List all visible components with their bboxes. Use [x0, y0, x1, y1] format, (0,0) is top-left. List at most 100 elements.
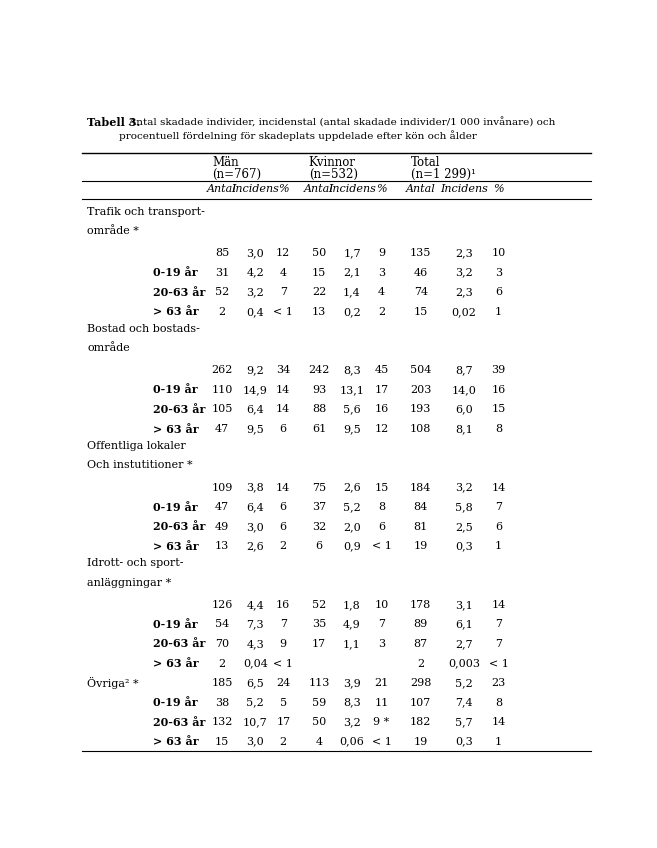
- Text: 3: 3: [378, 268, 385, 277]
- Text: 0,9: 0,9: [343, 541, 361, 551]
- Text: > 63 år: > 63 år: [154, 736, 199, 747]
- Text: 50: 50: [312, 717, 326, 727]
- Text: 0,4: 0,4: [246, 307, 264, 317]
- Text: > 63 år: > 63 år: [154, 423, 199, 434]
- Text: 2: 2: [280, 541, 287, 551]
- Text: 6: 6: [378, 522, 385, 532]
- Text: 9,5: 9,5: [246, 424, 264, 434]
- Text: 9: 9: [378, 248, 385, 258]
- Text: 2: 2: [417, 659, 424, 668]
- Text: 6: 6: [280, 522, 287, 532]
- Text: 8: 8: [495, 424, 502, 434]
- Text: %: %: [278, 184, 288, 194]
- Text: 47: 47: [215, 502, 229, 512]
- Text: 6,5: 6,5: [246, 678, 264, 688]
- Text: 23: 23: [491, 678, 506, 688]
- Text: 298: 298: [410, 678, 432, 688]
- Text: 107: 107: [410, 698, 432, 707]
- Text: 3,9: 3,9: [343, 678, 361, 688]
- Text: 0,06: 0,06: [340, 737, 365, 747]
- Text: 34: 34: [276, 365, 290, 376]
- Text: Tabell 3.: Tabell 3.: [87, 117, 141, 128]
- Text: 32: 32: [312, 522, 326, 532]
- Text: 2,6: 2,6: [343, 483, 361, 493]
- Text: 2: 2: [378, 307, 385, 317]
- Text: 6,4: 6,4: [246, 404, 264, 415]
- Text: 61: 61: [312, 424, 326, 434]
- Text: 5,2: 5,2: [246, 698, 264, 707]
- Text: 4,4: 4,4: [246, 600, 264, 610]
- Text: 10: 10: [491, 248, 506, 258]
- Text: 7: 7: [495, 619, 502, 629]
- Text: 38: 38: [215, 698, 229, 707]
- Text: 10: 10: [374, 600, 389, 610]
- Text: 2: 2: [219, 659, 226, 668]
- Text: 13,1: 13,1: [340, 385, 365, 395]
- Text: 3: 3: [495, 268, 502, 277]
- Text: 504: 504: [410, 365, 432, 376]
- Text: Män: Män: [212, 156, 238, 169]
- Text: 46: 46: [414, 268, 428, 277]
- Text: 178: 178: [410, 600, 432, 610]
- Text: 3,8: 3,8: [246, 483, 264, 493]
- Text: Antal: Antal: [406, 184, 436, 194]
- Text: < 1: < 1: [372, 737, 392, 747]
- Text: 22: 22: [312, 287, 326, 297]
- Text: Antal: Antal: [304, 184, 334, 194]
- Text: 35: 35: [312, 619, 326, 629]
- Text: 9 *: 9 *: [373, 717, 390, 727]
- Text: 37: 37: [312, 502, 326, 512]
- Text: 193: 193: [410, 404, 432, 415]
- Text: 87: 87: [414, 639, 428, 649]
- Text: Incidens: Incidens: [328, 184, 376, 194]
- Text: (n=532): (n=532): [309, 169, 357, 181]
- Text: Idrott- och sport-: Idrott- och sport-: [87, 558, 184, 568]
- Text: 20-63 år: 20-63 år: [154, 287, 206, 298]
- Text: Incidens: Incidens: [231, 184, 279, 194]
- Text: 3,2: 3,2: [455, 483, 473, 493]
- Text: 5,6: 5,6: [343, 404, 361, 415]
- Text: 85: 85: [215, 248, 229, 258]
- Text: område: område: [87, 343, 130, 353]
- Text: 52: 52: [215, 287, 229, 297]
- Text: 5,2: 5,2: [343, 502, 361, 512]
- Text: 59: 59: [312, 698, 326, 707]
- Text: 15: 15: [491, 404, 506, 415]
- Text: 20-63 år: 20-63 år: [154, 639, 206, 650]
- Text: 20-63 år: 20-63 år: [154, 522, 206, 533]
- Text: 16: 16: [491, 385, 506, 395]
- Text: 24: 24: [276, 678, 290, 688]
- Text: 0,3: 0,3: [455, 737, 473, 747]
- Text: 7,3: 7,3: [246, 619, 264, 629]
- Text: 49: 49: [215, 522, 229, 532]
- Text: 15: 15: [215, 737, 229, 747]
- Text: 3,1: 3,1: [455, 600, 473, 610]
- Text: 52: 52: [312, 600, 326, 610]
- Text: 13: 13: [215, 541, 229, 551]
- Text: 5: 5: [280, 698, 287, 707]
- Text: procentuell fördelning för skadeplats uppdelade efter kön och ålder: procentuell fördelning för skadeplats up…: [119, 130, 477, 141]
- Text: 47: 47: [215, 424, 229, 434]
- Text: 113: 113: [308, 678, 330, 688]
- Text: 10,7: 10,7: [243, 717, 267, 727]
- Text: 1: 1: [495, 307, 502, 317]
- Text: 2,7: 2,7: [455, 639, 473, 649]
- Text: 0,3: 0,3: [455, 541, 473, 551]
- Text: 17: 17: [312, 639, 326, 649]
- Text: 1,1: 1,1: [343, 639, 361, 649]
- Text: 0-19 år: 0-19 år: [154, 619, 198, 630]
- Text: 7: 7: [280, 287, 286, 297]
- Text: 242: 242: [308, 365, 330, 376]
- Text: 0-19 år: 0-19 år: [154, 267, 198, 278]
- Text: 17: 17: [276, 717, 290, 727]
- Text: Antal: Antal: [207, 184, 237, 194]
- Text: 15: 15: [414, 307, 428, 317]
- Text: 7: 7: [378, 619, 385, 629]
- Text: 2: 2: [280, 737, 287, 747]
- Text: 3,2: 3,2: [246, 287, 264, 297]
- Text: 45: 45: [374, 365, 389, 376]
- Text: 110: 110: [212, 385, 233, 395]
- Text: 0-19 år: 0-19 år: [154, 384, 198, 395]
- Text: 81: 81: [414, 522, 428, 532]
- Text: 14: 14: [491, 600, 506, 610]
